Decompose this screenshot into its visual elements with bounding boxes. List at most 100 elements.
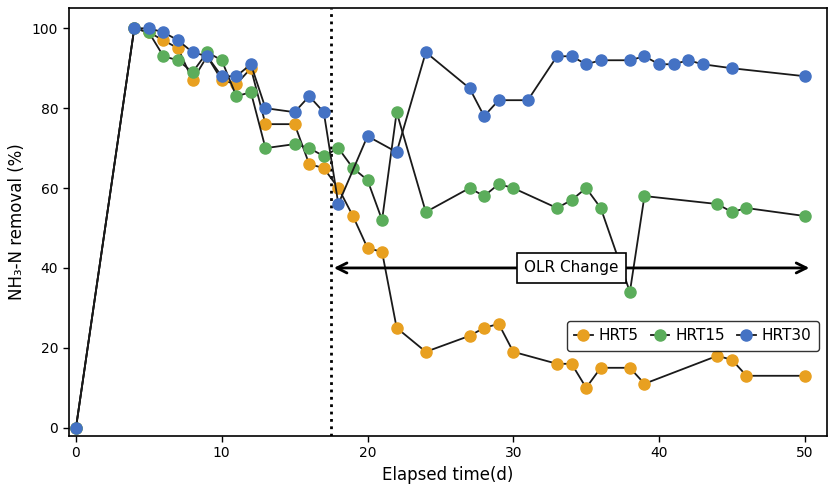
HRT5 — [509, 349, 519, 355]
HRT15 — [464, 185, 474, 191]
HRT30 — [333, 201, 343, 207]
HRT5 — [595, 365, 605, 371]
HRT5 — [581, 385, 591, 391]
HRT5 — [741, 373, 752, 379]
HRT5 — [261, 121, 271, 127]
Text: OLR Change: OLR Change — [524, 260, 619, 276]
HRT30 — [202, 53, 212, 59]
HRT30 — [319, 109, 329, 115]
HRT30 — [188, 49, 198, 55]
HRT15 — [509, 185, 519, 191]
HRT15 — [727, 209, 737, 215]
HRT5 — [173, 45, 183, 51]
HRT5 — [552, 361, 562, 367]
HRT30 — [595, 57, 605, 63]
HRT5 — [479, 325, 489, 331]
Line: HRT5: HRT5 — [70, 23, 810, 433]
HRT30 — [144, 26, 154, 31]
HRT5 — [712, 353, 722, 359]
HRT30 — [567, 53, 577, 59]
HRT30 — [421, 49, 431, 55]
HRT30 — [245, 62, 256, 67]
HRT30 — [290, 109, 300, 115]
HRT15 — [640, 193, 650, 199]
HRT15 — [552, 205, 562, 211]
HRT30 — [392, 149, 402, 155]
HRT30 — [493, 97, 504, 103]
HRT5 — [362, 245, 372, 251]
HRT5 — [129, 26, 139, 31]
HRT15 — [741, 205, 752, 211]
HRT30 — [669, 62, 679, 67]
HRT15 — [625, 289, 635, 295]
HRT30 — [625, 57, 635, 63]
HRT5 — [159, 37, 169, 43]
HRT5 — [202, 53, 212, 59]
HRT5 — [377, 249, 387, 255]
HRT30 — [683, 57, 693, 63]
HRT5 — [290, 121, 300, 127]
HRT15 — [159, 53, 169, 59]
HRT30 — [129, 26, 139, 31]
HRT30 — [71, 425, 81, 430]
HRT15 — [567, 197, 577, 203]
Legend: HRT5, HRT15, HRT30: HRT5, HRT15, HRT30 — [567, 321, 819, 351]
Y-axis label: NH₃-N removal (%): NH₃-N removal (%) — [8, 144, 27, 301]
HRT5 — [800, 373, 810, 379]
HRT15 — [392, 109, 402, 115]
HRT5 — [304, 161, 314, 167]
HRT15 — [173, 57, 183, 63]
HRT30 — [464, 85, 474, 91]
HRT15 — [202, 49, 212, 55]
HRT15 — [304, 145, 314, 151]
HRT15 — [800, 213, 810, 219]
HRT30 — [362, 133, 372, 139]
HRT30 — [800, 73, 810, 79]
HRT30 — [261, 105, 271, 111]
HRT15 — [319, 153, 329, 159]
HRT15 — [188, 69, 198, 75]
HRT5 — [567, 361, 577, 367]
HRT15 — [377, 217, 387, 223]
Line: HRT15: HRT15 — [70, 23, 810, 433]
HRT30 — [173, 37, 183, 43]
HRT15 — [245, 89, 256, 95]
HRT5 — [217, 77, 227, 83]
HRT5 — [464, 333, 474, 339]
HRT15 — [493, 181, 504, 187]
HRT30 — [654, 62, 664, 67]
HRT15 — [261, 145, 271, 151]
HRT15 — [595, 205, 605, 211]
HRT30 — [727, 65, 737, 71]
HRT5 — [421, 349, 431, 355]
HRT30 — [523, 97, 533, 103]
HRT5 — [348, 213, 358, 219]
HRT15 — [333, 145, 343, 151]
HRT15 — [348, 165, 358, 171]
HRT15 — [581, 185, 591, 191]
HRT15 — [144, 30, 154, 35]
HRT5 — [188, 77, 198, 83]
HRT30 — [479, 113, 489, 119]
HRT30 — [698, 62, 708, 67]
HRT15 — [479, 193, 489, 199]
HRT15 — [129, 26, 139, 31]
HRT5 — [231, 81, 241, 87]
HRT15 — [71, 425, 81, 430]
HRT15 — [362, 177, 372, 183]
HRT5 — [319, 165, 329, 171]
HRT5 — [333, 185, 343, 191]
HRT15 — [217, 57, 227, 63]
HRT5 — [392, 325, 402, 331]
HRT30 — [552, 53, 562, 59]
Line: HRT30: HRT30 — [70, 23, 810, 433]
HRT5 — [493, 321, 504, 327]
HRT30 — [304, 93, 314, 99]
HRT5 — [625, 365, 635, 371]
HRT15 — [421, 209, 431, 215]
HRT30 — [217, 73, 227, 79]
HRT5 — [71, 425, 81, 430]
HRT5 — [640, 381, 650, 387]
HRT30 — [640, 53, 650, 59]
HRT30 — [231, 73, 241, 79]
